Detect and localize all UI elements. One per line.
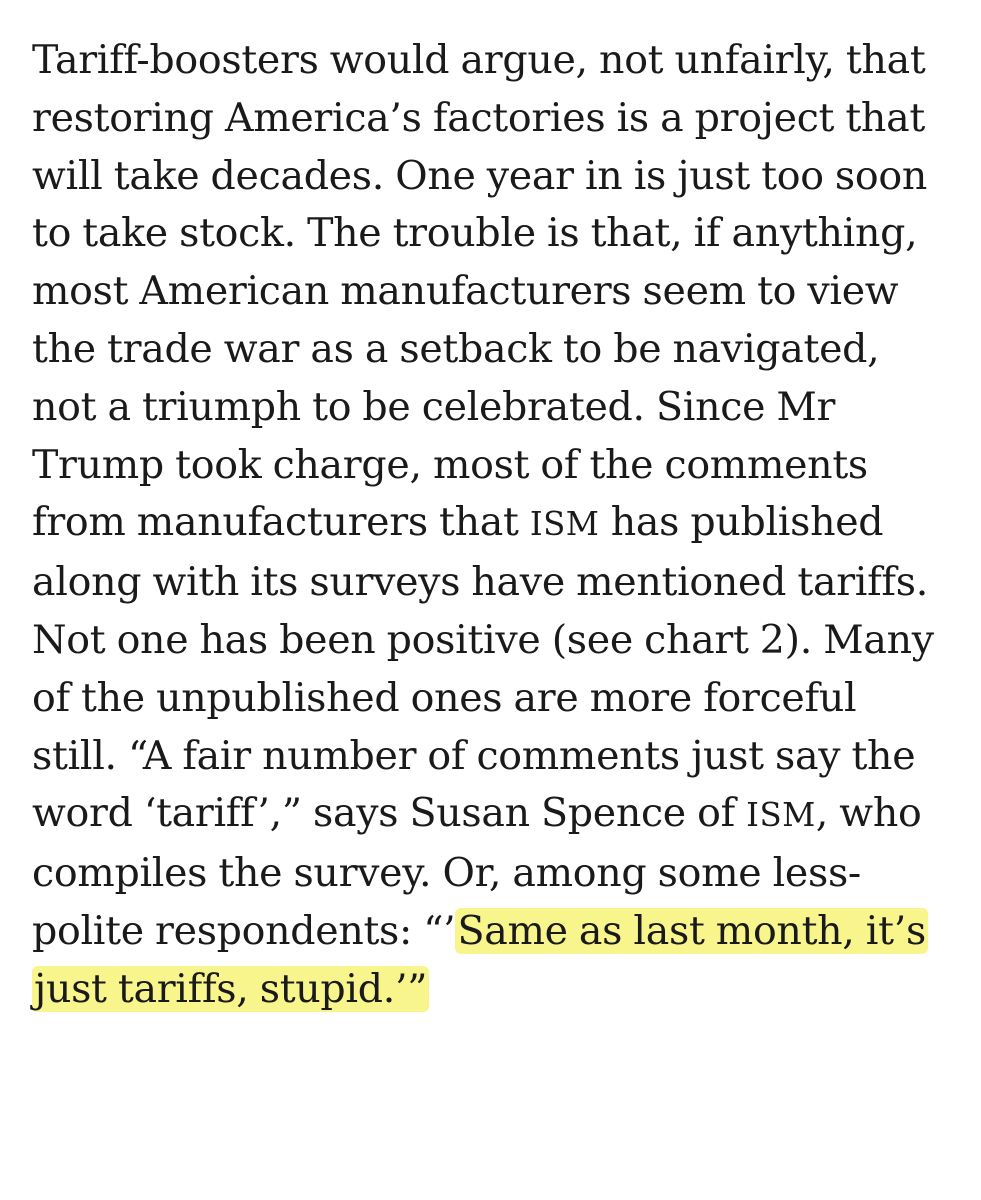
text-line: Not one has been positive (see chart 2).… <box>32 612 967 670</box>
text-segment: most American manufacturers seem to view <box>32 268 899 315</box>
text-line: word ‘tariff’,” says Susan Spence of ISM… <box>32 785 967 845</box>
text-segment: not a triumph to be celebrated. Since Mr <box>32 383 836 430</box>
organization-acronym: ISM <box>746 796 816 835</box>
text-segment: of the unpublished ones are more forcefu… <box>32 674 857 721</box>
text-segment: Not one has been positive (see chart 2).… <box>32 616 934 663</box>
text-line: of the unpublished ones are more forcefu… <box>32 670 967 728</box>
text-line: still. “A fair number of comments just s… <box>32 728 967 786</box>
text-segment: to take stock. The trouble is that, if a… <box>32 210 918 257</box>
text-segment: restoring America’s factories is a proje… <box>32 94 925 141</box>
organization-acronym: ISM <box>529 505 600 544</box>
text-line: along with its surveys have mentioned ta… <box>32 554 967 612</box>
text-line: compiles the survey. Or, among some less… <box>32 845 967 903</box>
text-segment: still. “A fair number of comments just s… <box>32 732 916 779</box>
article-body: Tariff-boosters would argue, not unfairl… <box>32 32 967 1019</box>
text-segment: the trade war as a setback to be navigat… <box>32 325 880 372</box>
text-segment: Tariff-boosters would argue, not unfairl… <box>32 37 926 83</box>
text-line: to take stock. The trouble is that, if a… <box>32 205 967 263</box>
text-line: Tariff-boosters would argue, not unfairl… <box>32 32 967 90</box>
text-segment: compiles the survey. Or, among some less… <box>32 850 861 897</box>
text-line: not a triumph to be celebrated. Since Mr <box>32 379 967 437</box>
text-line: restoring America’s factories is a proje… <box>32 90 967 148</box>
text-line: most American manufacturers seem to view <box>32 263 967 321</box>
text-line: polite respondents: “’Same as last month… <box>32 903 967 961</box>
highlighted-quote: Same as last month, it’s <box>455 907 928 954</box>
text-segment: polite respondents: “’ <box>32 907 456 954</box>
text-segment: , who <box>815 790 922 837</box>
highlighted-quote: just tariffs, stupid.’” <box>32 965 430 1012</box>
text-segment: Trump took charge, most of the comments <box>32 441 868 488</box>
text-segment: along with its surveys have mentioned ta… <box>32 559 928 606</box>
text-segment: has published <box>599 499 884 546</box>
text-segment: will take decades. One year in is just t… <box>32 152 928 199</box>
text-line: from manufacturers that ISM has publishe… <box>32 494 967 554</box>
text-line: the trade war as a setback to be navigat… <box>32 321 967 379</box>
text-segment: word ‘tariff’,” says Susan Spence of <box>32 790 747 837</box>
text-line: just tariffs, stupid.’” <box>32 961 967 1019</box>
text-segment: from manufacturers that <box>32 499 530 546</box>
text-line: Trump took charge, most of the comments <box>32 437 967 495</box>
text-line: will take decades. One year in is just t… <box>32 148 967 206</box>
